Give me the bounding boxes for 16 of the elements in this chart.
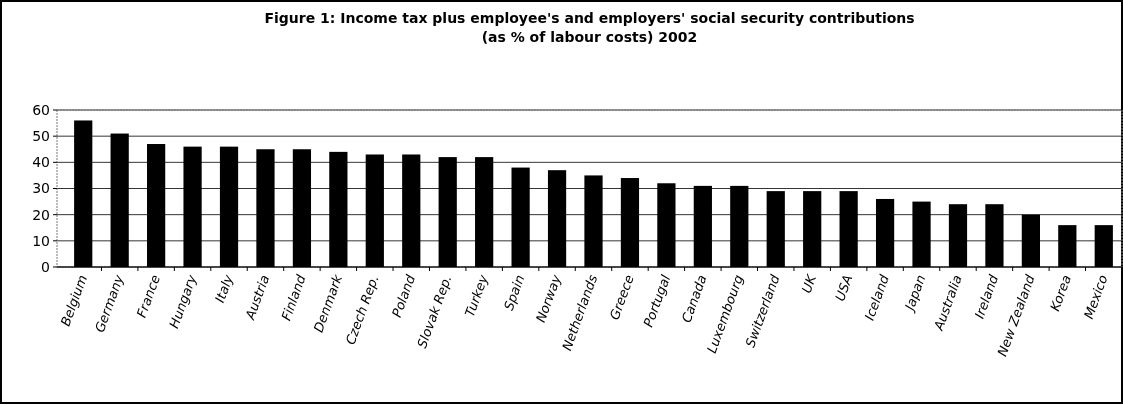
x-tick-label: USA xyxy=(832,272,856,304)
x-tick-label: Korea xyxy=(1047,272,1075,314)
y-tick-label: 10 xyxy=(32,232,50,249)
y-tick-label: 20 xyxy=(32,206,50,223)
x-tick-label: Czech Rep. xyxy=(342,272,382,347)
x-tick-label: UK xyxy=(798,271,820,295)
x-tick-label: Italy xyxy=(212,272,236,305)
y-tick-label: 0 xyxy=(41,258,50,275)
y-tick-label: 40 xyxy=(32,154,50,171)
x-tick-label: Slovak Rep. xyxy=(414,272,455,350)
y-tick-label: 60 xyxy=(32,101,50,118)
x-tick-label: Spain xyxy=(500,272,528,313)
y-tick-label: 50 xyxy=(32,128,50,145)
chart-title: Figure 1: Income tax plus employee's and employers' social security contributions (as % of labour costs) 2002 xyxy=(264,10,915,45)
x-tick-label: Japan xyxy=(900,272,929,315)
y-tick-label: 30 xyxy=(32,180,50,197)
